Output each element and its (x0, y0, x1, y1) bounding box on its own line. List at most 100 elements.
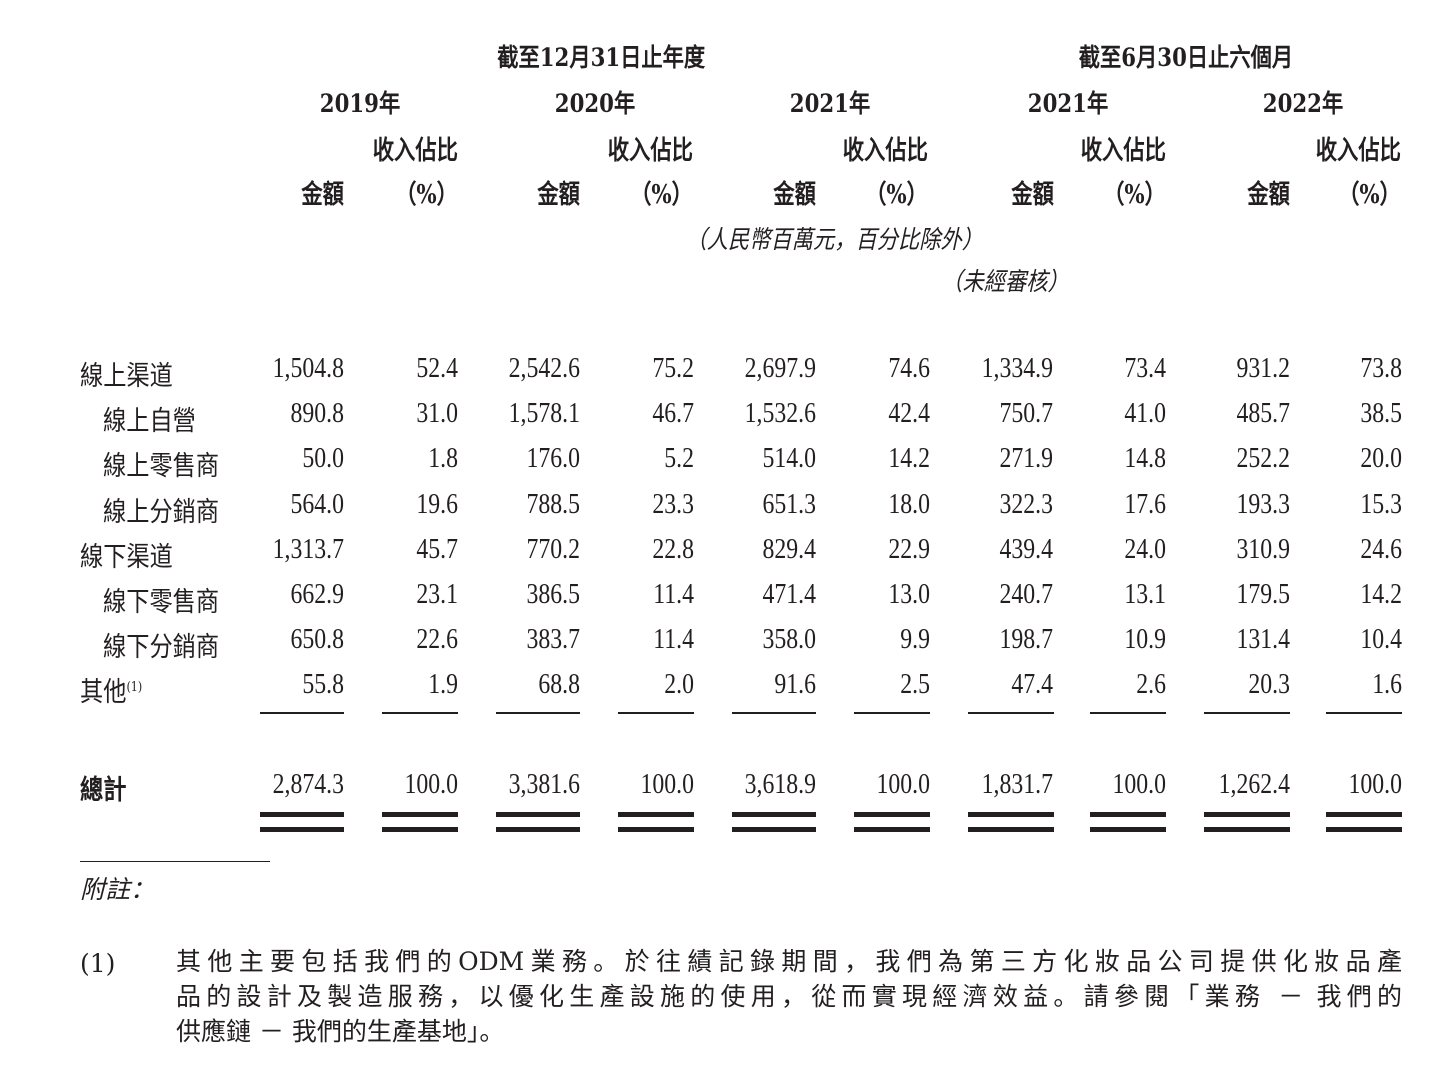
footnote-ref: (1) (126, 680, 143, 696)
amount-cell: 485.7 (1236, 397, 1290, 430)
group-header-years: 截至12月31日止年度 (497, 43, 706, 72)
share-cell: 22.6 (416, 623, 458, 656)
year-header-2020: 2020年 (554, 89, 636, 118)
year-header-2019: 2019年 (319, 89, 401, 118)
total-double-rule (1326, 812, 1402, 832)
share-header: 收入佔比 (1315, 136, 1401, 166)
total-share-cell: 100.0 (1112, 768, 1166, 800)
percent-header: （%） (865, 180, 928, 210)
total-double-rule (618, 812, 694, 832)
total-double-rule (260, 812, 344, 832)
share-cell: 46.7 (652, 397, 694, 430)
amount-header: 金額 (1011, 180, 1054, 210)
share-cell: 22.8 (652, 532, 694, 565)
amount-cell: 271.9 (999, 442, 1053, 475)
notes-separator (80, 861, 270, 862)
amount-cell: 829.4 (762, 532, 816, 565)
total-double-rule (496, 812, 580, 832)
row-label-text: 線下渠道 (80, 541, 173, 573)
amount-cell: 1,334.9 (981, 352, 1053, 384)
note-line: 供應鏈 － 我們的生產基地」。 (176, 1017, 505, 1046)
share-cell: 14.2 (888, 442, 930, 475)
row-label: 線下零售商 (103, 580, 219, 619)
row-label-text: 線上分銷商 (103, 496, 220, 528)
share-cell: 73.4 (1124, 352, 1166, 384)
amount-cell: 1,313.7 (272, 532, 344, 565)
total-amount-cell: 2,874.3 (272, 768, 344, 800)
total-label: 總計 (80, 775, 127, 806)
amount-cell: 50.0 (302, 442, 344, 475)
amount-cell: 2,697.9 (744, 352, 816, 384)
amount-cell: 1,504.8 (272, 352, 344, 384)
amount-cell: 2,542.6 (508, 352, 580, 384)
row-label-text: 線下分銷商 (103, 632, 220, 664)
share-cell: 14.2 (1360, 578, 1402, 610)
share-header: 收入佔比 (842, 136, 928, 166)
row-label: 線上零售商 (103, 444, 219, 483)
share-cell: 10.4 (1360, 623, 1402, 656)
share-cell: 19.6 (416, 487, 458, 520)
total-share-cell: 100.0 (640, 768, 694, 800)
notes-heading: 附註： (80, 875, 156, 904)
share-cell: 17.6 (1124, 487, 1166, 520)
amount-cell: 471.4 (762, 578, 816, 610)
amount-cell: 322.3 (999, 487, 1053, 520)
total-amount-cell: 3,381.6 (508, 768, 580, 800)
amount-cell: 198.7 (999, 623, 1053, 656)
amount-cell: 931.2 (1236, 352, 1290, 384)
total-double-rule (854, 812, 930, 832)
row-label-text: 線下零售商 (103, 587, 220, 618)
amount-cell: 176.0 (526, 442, 580, 475)
percent-header: （%） (395, 180, 458, 210)
unaudited-note: （未經審核） (941, 267, 1069, 296)
amount-cell: 890.8 (290, 397, 344, 430)
subtotal-rule (854, 712, 930, 714)
share-cell: 5.2 (664, 442, 694, 475)
share-cell: 2.5 (900, 668, 930, 701)
share-cell: 23.1 (416, 578, 458, 610)
amount-cell: 179.5 (1236, 578, 1290, 610)
percent-header: （%） (1103, 180, 1166, 210)
total-amount-cell: 1,831.7 (981, 768, 1053, 800)
amount-cell: 788.5 (526, 487, 580, 520)
percent-header: （%） (630, 180, 693, 210)
share-cell: 75.2 (652, 352, 694, 384)
note-marker: (1) (80, 949, 116, 978)
share-cell: 22.9 (888, 532, 930, 565)
share-cell: 13.1 (1124, 578, 1166, 610)
total-double-rule (382, 812, 458, 832)
year-header-2021-h1: 2021年 (1027, 89, 1109, 118)
share-cell: 24.0 (1124, 532, 1166, 565)
total-amount-cell: 1,262.4 (1218, 768, 1290, 800)
share-cell: 14.8 (1124, 442, 1166, 475)
amount-cell: 193.3 (1236, 487, 1290, 520)
share-cell: 52.4 (416, 352, 458, 384)
share-cell: 38.5 (1360, 397, 1402, 430)
row-label-text: 線上零售商 (103, 451, 220, 483)
amount-header: 金額 (301, 180, 344, 210)
note-line: 其他主要包括我們的ODM業務。於往績記錄期間，我們為第三方化妝品公司提供化妝品產 (176, 947, 1402, 976)
total-double-rule (732, 812, 816, 832)
share-cell: 13.0 (888, 578, 930, 610)
share-cell: 10.9 (1124, 623, 1166, 656)
share-cell: 73.8 (1360, 352, 1402, 384)
subtotal-rule (1090, 712, 1166, 714)
total-amount-cell: 3,618.9 (744, 768, 816, 800)
share-cell: 45.7 (416, 532, 458, 565)
unit-note: （人民幣百萬元，百分比除外） (685, 225, 984, 254)
row-label: 線下分銷商 (103, 625, 219, 664)
amount-header: 金額 (1247, 180, 1290, 210)
total-share-cell: 100.0 (876, 768, 930, 800)
row-label: 線上自營 (103, 399, 196, 438)
share-header: 收入佔比 (1080, 136, 1166, 166)
amount-cell: 310.9 (1236, 532, 1290, 565)
share-cell: 2.6 (1136, 668, 1166, 701)
total-double-rule (968, 812, 1054, 832)
amount-cell: 662.9 (290, 578, 344, 610)
share-cell: 2.0 (664, 668, 694, 701)
amount-cell: 47.4 (1011, 668, 1053, 701)
total-double-rule (1204, 812, 1290, 832)
share-cell: 18.0 (888, 487, 930, 520)
row-label-text: 其他 (80, 677, 127, 709)
subtotal-rule (496, 712, 580, 714)
